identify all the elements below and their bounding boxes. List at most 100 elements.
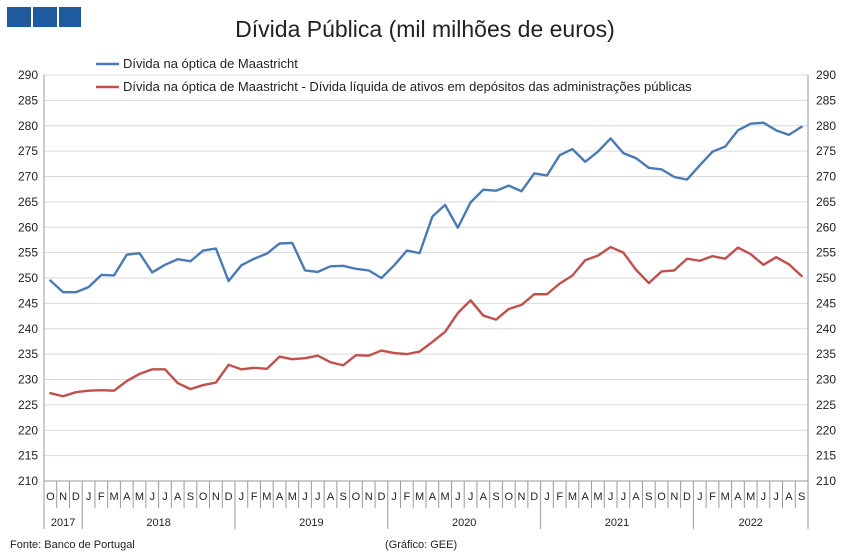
x-month-label: O xyxy=(199,491,208,503)
y-tick-label-right: 280 xyxy=(816,119,836,133)
x-month-label: S xyxy=(340,491,347,503)
x-month-label: M xyxy=(262,491,271,503)
x-month-label: N xyxy=(365,491,373,503)
x-month-label: A xyxy=(174,491,182,503)
x-month-label: O xyxy=(504,491,513,503)
y-tick-label-right: 265 xyxy=(816,195,836,209)
y-tick-label-left: 240 xyxy=(18,322,38,336)
y-tick-label-right: 210 xyxy=(816,474,836,488)
x-month-label: A xyxy=(123,491,131,503)
header-logo xyxy=(7,7,81,27)
y-tick-label-left: 250 xyxy=(18,271,38,285)
x-month-label: D xyxy=(377,491,385,503)
grid-lines xyxy=(44,74,808,482)
x-month-label: A xyxy=(581,491,589,503)
y-tick-label-left: 285 xyxy=(18,93,38,107)
y-tick-label-right: 250 xyxy=(816,271,836,285)
logo-square-3 xyxy=(59,7,81,27)
x-month-label: D xyxy=(683,491,691,503)
y-tick-label-left: 265 xyxy=(18,195,38,209)
x-month-label: M xyxy=(415,491,424,503)
x-month-label: N xyxy=(670,491,678,503)
y-tick-label-right: 215 xyxy=(816,449,836,463)
logo-square-2 xyxy=(33,7,57,27)
x-year-label: 2017 xyxy=(51,517,75,529)
y-tick-label-left: 280 xyxy=(18,119,38,133)
x-month-label: J xyxy=(302,491,308,503)
y-tick-label-left: 225 xyxy=(18,398,38,412)
x-month-label: D xyxy=(225,491,233,503)
x-month-label: D xyxy=(72,491,80,503)
series-1 xyxy=(49,121,803,294)
x-month-label: S xyxy=(798,491,805,503)
y-tick-label-right: 285 xyxy=(816,93,836,107)
x-month-label: M xyxy=(288,491,297,503)
logo-square-1 xyxy=(7,7,31,27)
x-year-label: 2022 xyxy=(738,517,762,529)
y-tick-label-right: 235 xyxy=(816,347,836,361)
series-line xyxy=(49,121,803,294)
x-month-label: J xyxy=(315,491,321,503)
x-month-label: O xyxy=(352,491,361,503)
y-tick-label-right: 270 xyxy=(816,170,836,184)
x-month-label: M xyxy=(135,491,144,503)
y-tick-label-left: 255 xyxy=(18,246,38,260)
x-month-label: J xyxy=(544,491,550,503)
y-tick-label-left: 210 xyxy=(18,474,38,488)
y-tick-label-left: 235 xyxy=(18,347,38,361)
y-tick-label-right: 240 xyxy=(816,322,836,336)
x-month-label: J xyxy=(86,491,92,503)
x-month-label: S xyxy=(492,491,499,503)
x-month-label: J xyxy=(773,491,779,503)
x-month-label: A xyxy=(480,491,488,503)
x-month-label: S xyxy=(645,491,652,503)
source-note: Fonte: Banco de Portugal xyxy=(10,539,135,551)
y-tick-label-left: 275 xyxy=(18,144,38,158)
y-tick-label-left: 270 xyxy=(18,170,38,184)
series-lines xyxy=(49,121,803,398)
x-month-label: M xyxy=(721,491,730,503)
x-month-label: J xyxy=(608,491,614,503)
x-month-label: N xyxy=(59,491,67,503)
x-month-label: J xyxy=(239,491,245,503)
y-tick-label-right: 255 xyxy=(816,246,836,260)
x-month-label: A xyxy=(429,491,437,503)
axes: 210 215 220 225 230 235 240 245 250 255 260 265 270 2… xyxy=(18,68,836,529)
y-tick-label-right: 220 xyxy=(816,423,836,437)
x-month-label: F xyxy=(404,491,411,503)
x-year-label: 2020 xyxy=(452,517,476,529)
y-tick-label-left: 230 xyxy=(18,373,38,387)
x-month-label: O xyxy=(657,491,666,503)
chart-title: Dívida Pública (mil milhões de euros) xyxy=(235,16,615,42)
y-tick-label-right: 275 xyxy=(816,144,836,158)
x-month-label: F xyxy=(251,491,258,503)
x-month-label: F xyxy=(556,491,563,503)
legend-label: Dívida na óptica de Maastricht - Dívida … xyxy=(123,79,692,94)
x-month-label: J xyxy=(391,491,397,503)
x-month-label: A xyxy=(632,491,640,503)
x-month-label: J xyxy=(697,491,703,503)
y-tick-label-right: 230 xyxy=(816,373,836,387)
x-month-label: J xyxy=(468,491,474,503)
y-tick-label-left: 290 xyxy=(18,68,38,82)
x-month-label: J xyxy=(621,491,627,503)
y-tick-label-left: 220 xyxy=(18,423,38,437)
y-tick-label-right: 290 xyxy=(816,68,836,82)
x-year-label: 2021 xyxy=(605,517,629,529)
x-month-label: S xyxy=(187,491,194,503)
x-month-label: J xyxy=(149,491,155,503)
x-month-label: J xyxy=(455,491,461,503)
x-month-label: A xyxy=(327,491,335,503)
y-tick-label-left: 215 xyxy=(18,449,38,463)
x-month-label: N xyxy=(518,491,526,503)
x-month-label: N xyxy=(212,491,220,503)
y-tick-label-right: 225 xyxy=(816,398,836,412)
y-tick-label-left: 260 xyxy=(18,220,38,234)
x-month-label: M xyxy=(109,491,118,503)
x-year-label: 2019 xyxy=(299,517,323,529)
x-month-label: O xyxy=(46,491,55,503)
x-month-label: M xyxy=(746,491,755,503)
x-month-label: M xyxy=(568,491,577,503)
